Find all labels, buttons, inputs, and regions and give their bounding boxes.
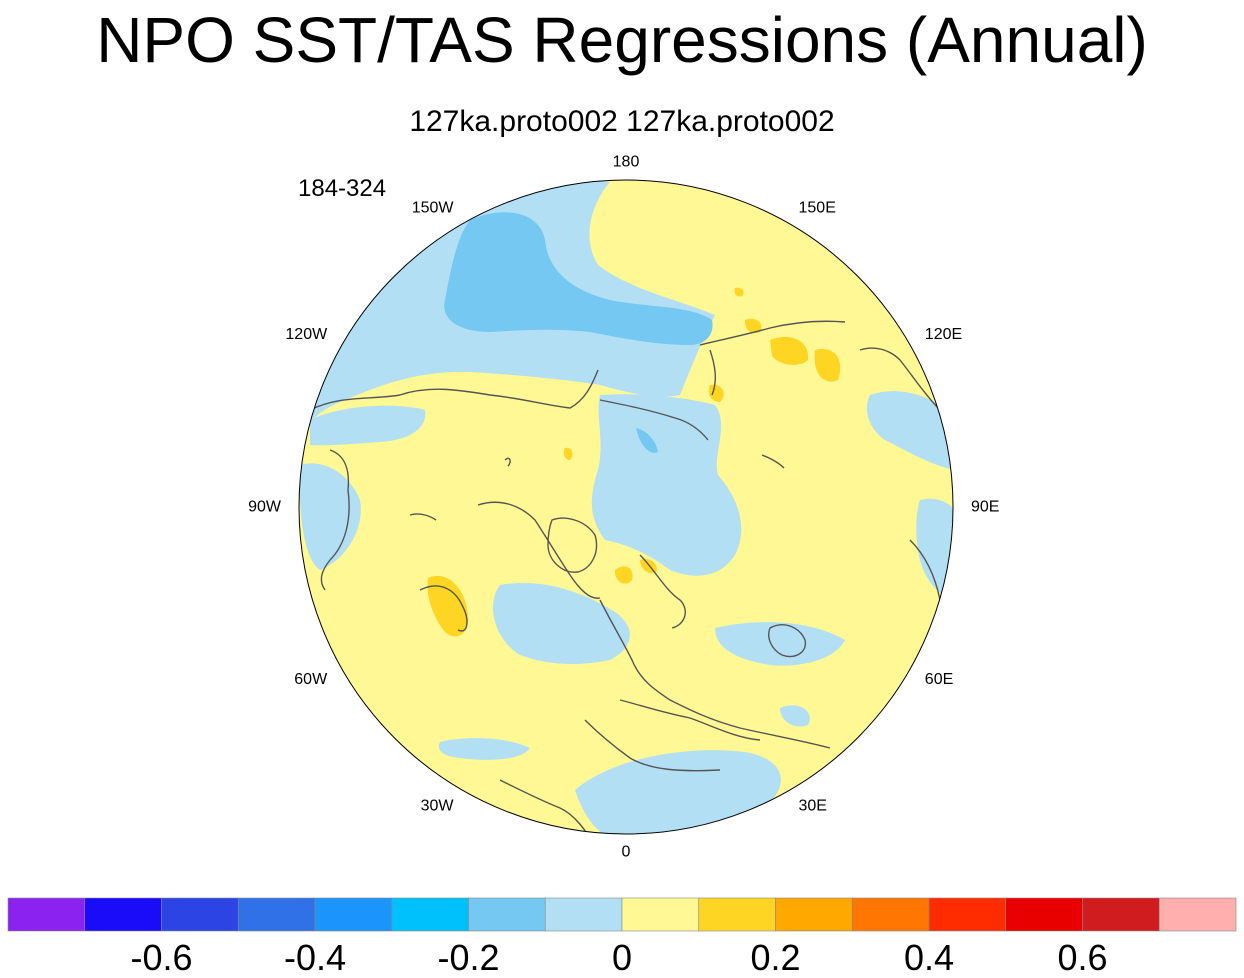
field-region-hudson bbox=[299, 463, 361, 570]
field-region-west-pacific-edge bbox=[310, 405, 426, 446]
field-region-mid-atlantic bbox=[438, 738, 530, 760]
field-region-greenland-dot bbox=[563, 447, 573, 460]
colorbar-box-8 bbox=[621, 897, 700, 932]
longitude-labels: 180 150E 120E 90E 60E 30E 0 30W 60W 90W 120W 150W bbox=[248, 154, 999, 861]
colorbar-ticks: -0.6 -0.4 -0.2 0 0.2 0.4 0.6 bbox=[130, 937, 1107, 978]
chart-subtitle: 127ka.proto002 127ka.proto002 bbox=[409, 105, 835, 138]
colorbar-box-6 bbox=[468, 897, 546, 932]
colorbar-box-11 bbox=[851, 897, 930, 932]
chart-title: NPO SST/TAS Regressions (Annual) bbox=[96, 4, 1148, 76]
field-region-kamchatka-2 bbox=[814, 349, 841, 382]
colorbar-box-13 bbox=[1005, 897, 1083, 932]
colorbar-tick-label: 0.2 bbox=[750, 937, 800, 978]
colorbar-box-2 bbox=[161, 897, 239, 932]
map-border bbox=[298, 179, 954, 835]
colorbar-tick-label: -0.6 bbox=[130, 937, 192, 978]
colorbar-tick-label: 0 bbox=[612, 937, 632, 978]
lon-label-120w: 120W bbox=[285, 326, 328, 343]
field-region-norwegian-1 bbox=[614, 566, 633, 584]
field-region-north-atlantic bbox=[492, 583, 630, 665]
lon-label-30w: 30W bbox=[421, 797, 455, 814]
colorbar-tick-label: 0.6 bbox=[1057, 937, 1107, 978]
lon-label-150e: 150E bbox=[799, 200, 836, 217]
colorbar-box-1 bbox=[84, 897, 162, 932]
field-region-arctic-streak bbox=[636, 428, 658, 453]
field-region-labrador bbox=[427, 575, 469, 637]
lon-label-180: 180 bbox=[613, 154, 640, 171]
colorbar: -0.6 -0.4 -0.2 0 0.2 0.4 0.6 bbox=[7, 897, 1237, 978]
colorbar-tick-label: -0.4 bbox=[284, 937, 346, 978]
colorbar-boxes bbox=[7, 897, 1237, 932]
polar-map: 180 150E 120E 90E 60E 30E 0 30W 60W 90W 120W 150W bbox=[248, 154, 999, 861]
lon-label-120e: 120E bbox=[925, 326, 962, 343]
colorbar-tick-label: -0.2 bbox=[437, 937, 499, 978]
field-region-pacific-small-1 bbox=[388, 329, 407, 363]
lon-label-30e: 30E bbox=[799, 797, 827, 814]
lon-label-90e: 90E bbox=[971, 499, 999, 516]
field-region-kamchatka-1 bbox=[770, 336, 809, 365]
map-field bbox=[299, 180, 953, 834]
field-region-arctic bbox=[591, 394, 742, 576]
colorbar-box-5 bbox=[391, 897, 469, 932]
lon-label-60e: 60E bbox=[925, 671, 953, 688]
colorbar-box-3 bbox=[237, 897, 316, 932]
field-region-pacific-core bbox=[444, 212, 713, 345]
colorbar-box-14 bbox=[1082, 897, 1160, 932]
colorbar-tick-label: 0.4 bbox=[904, 937, 954, 978]
period-label: 184-324 bbox=[298, 175, 387, 202]
field-region-pacific-dot bbox=[734, 287, 744, 297]
coastlines bbox=[309, 320, 941, 834]
lon-label-0: 0 bbox=[622, 844, 631, 861]
colorbar-box-10 bbox=[775, 897, 853, 932]
colorbar-box-0 bbox=[7, 897, 86, 932]
colorbar-box-4 bbox=[314, 897, 393, 932]
colorbar-box-9 bbox=[698, 897, 776, 932]
field-region-bering bbox=[744, 318, 762, 334]
field-region-east-asia bbox=[866, 391, 953, 470]
colorbar-box-12 bbox=[928, 897, 1007, 932]
colorbar-box-7 bbox=[544, 897, 623, 932]
lon-label-150w: 150W bbox=[412, 200, 455, 217]
lon-label-60w: 60W bbox=[294, 671, 328, 688]
field-region-caspian-2 bbox=[780, 705, 810, 727]
field-region-caspian bbox=[715, 622, 845, 666]
colorbar-box-15 bbox=[1158, 897, 1237, 932]
lon-label-90w: 90W bbox=[248, 499, 282, 516]
field-region-okhotsk bbox=[708, 384, 724, 402]
